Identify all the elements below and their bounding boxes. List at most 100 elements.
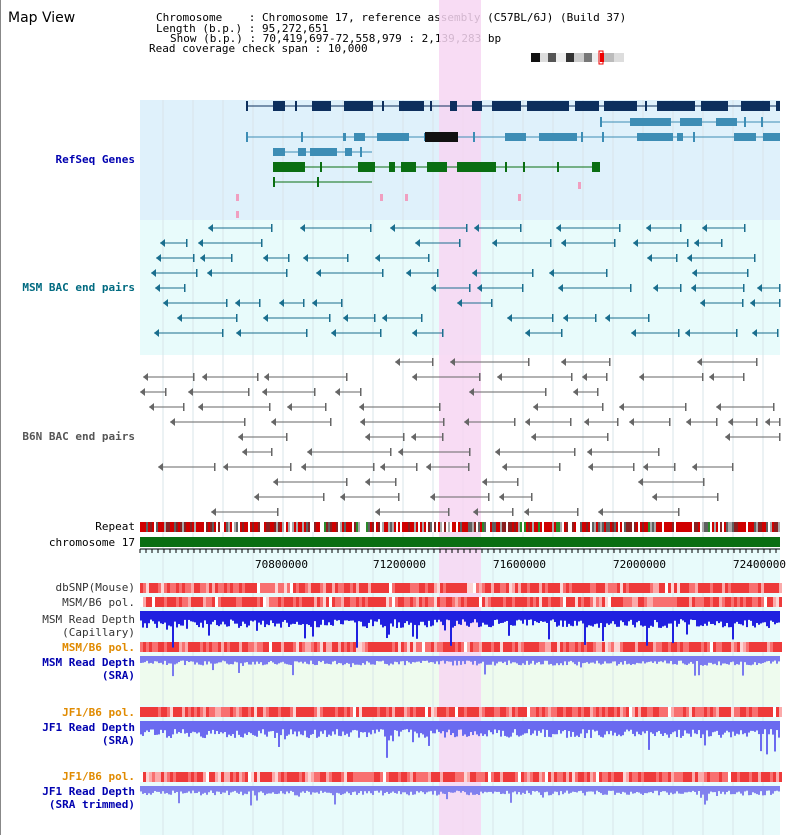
read-depth-bar	[504, 721, 506, 736]
repeat-mark	[524, 522, 526, 532]
read-depth-bar	[162, 611, 164, 625]
repeat-mark	[720, 522, 722, 532]
read-depth-bar	[274, 656, 276, 664]
read-depth-bar	[756, 786, 758, 795]
track-label-refseq[interactable]: RefSeq Genes	[55, 153, 135, 166]
read-depth-bar	[742, 786, 744, 796]
msm-bac-pair-end	[680, 284, 682, 292]
read-depth-bar	[472, 786, 474, 795]
snp-heat-mark	[290, 772, 293, 782]
track-label-msm-bac[interactable]: MSM BAC end pairs	[22, 281, 135, 294]
snp-heat-mark	[302, 597, 305, 607]
msm-bac-pair-end	[329, 314, 331, 322]
snp-heat-mark	[215, 707, 218, 717]
read-depth-bar	[496, 721, 498, 734]
read-depth-bar	[700, 656, 702, 666]
read-depth-bar	[212, 786, 214, 793]
msm-bac-pair-end	[331, 329, 336, 337]
snp-heat-mark	[587, 642, 590, 652]
snp-heat-mark	[275, 597, 278, 607]
snp-heat-mark	[371, 642, 374, 652]
snp-heat-mark	[572, 772, 575, 782]
repeat-mark	[236, 522, 238, 532]
b6n-bac-pair-end	[346, 478, 348, 486]
read-depth-bar	[290, 611, 292, 625]
read-depth-bar	[658, 611, 660, 628]
gene-exon	[295, 101, 297, 111]
msm-bac-pair-end	[231, 254, 233, 262]
snp-heat-mark	[386, 583, 389, 593]
read-depth-bar	[368, 786, 370, 792]
track-label-b6n-bac[interactable]: B6N BAC end pairs	[22, 430, 135, 443]
snp-heat-mark	[218, 642, 221, 652]
read-depth-bar	[636, 721, 638, 732]
repeat-mark	[346, 522, 348, 532]
repeat-mark	[290, 522, 292, 532]
read-depth-bar	[366, 611, 368, 629]
read-depth-bar	[342, 656, 344, 666]
read-depth-bar	[374, 786, 376, 791]
repeat-mark	[386, 522, 388, 532]
read-depth-bar	[178, 611, 180, 625]
read-depth-bar	[722, 786, 724, 792]
read-depth-bar	[586, 721, 588, 734]
snp-heat-mark	[158, 772, 161, 782]
snp-heat-mark	[383, 597, 386, 607]
snp-heat-mark	[533, 642, 536, 652]
read-depth-bar	[708, 721, 710, 737]
snp-heat-mark	[449, 597, 452, 607]
read-depth-bar	[222, 721, 224, 734]
snp-heat-mark	[614, 772, 617, 782]
snp-heat-mark	[194, 642, 197, 652]
read-depth-bar	[146, 786, 148, 795]
snp-heat-mark	[563, 642, 566, 652]
repeat-mark	[574, 522, 576, 532]
snp-heat-mark	[485, 597, 488, 607]
repeat-mark	[210, 522, 212, 532]
read-depth-bar	[672, 656, 674, 665]
snp-heat-mark	[668, 642, 671, 652]
read-depth-bar	[734, 656, 736, 666]
read-depth-bar	[386, 656, 388, 665]
snp-heat-mark	[518, 597, 521, 607]
snp-heat-mark	[191, 707, 194, 717]
read-depth-bar	[152, 656, 154, 664]
repeat-mark	[606, 522, 608, 532]
read-depth-bar	[458, 721, 460, 730]
read-depth-bar	[464, 611, 466, 622]
read-depth-bar	[316, 611, 318, 628]
snp-heat-mark	[431, 707, 434, 717]
read-depth-bar	[654, 721, 656, 737]
snp-heat-mark	[311, 772, 314, 782]
read-depth-bar	[608, 786, 610, 791]
snp-heat-mark	[668, 597, 671, 607]
msm-bac-pair-end	[196, 269, 198, 277]
snp-heat-mark	[593, 707, 596, 717]
read-depth-bar	[664, 611, 666, 626]
read-depth-bar	[368, 656, 370, 663]
snp-heat-mark	[722, 642, 725, 652]
snp-heat-mark	[281, 642, 284, 652]
read-depth-bar	[198, 611, 200, 628]
read-depth-bar	[620, 721, 622, 737]
read-depth-bar	[538, 611, 540, 623]
read-depth-bar	[656, 721, 658, 733]
read-depth-bar	[156, 721, 158, 735]
snp-heat-mark	[587, 597, 590, 607]
read-depth-bar	[142, 786, 144, 794]
snp-heat-mark	[203, 707, 206, 717]
repeat-mark	[344, 522, 346, 532]
snp-heat-mark	[569, 597, 572, 607]
snp-heat-mark	[179, 642, 182, 652]
read-depth-bar	[230, 611, 232, 620]
repeat-mark	[322, 522, 324, 532]
read-depth-bar	[172, 721, 174, 735]
read-depth-bar	[194, 786, 196, 794]
read-depth-bar	[712, 721, 714, 733]
read-depth-bar	[492, 656, 494, 662]
snp-heat-mark	[335, 642, 338, 652]
snp-heat-mark	[212, 707, 215, 717]
gene-exon	[246, 101, 248, 111]
read-depth-bar	[578, 656, 580, 662]
